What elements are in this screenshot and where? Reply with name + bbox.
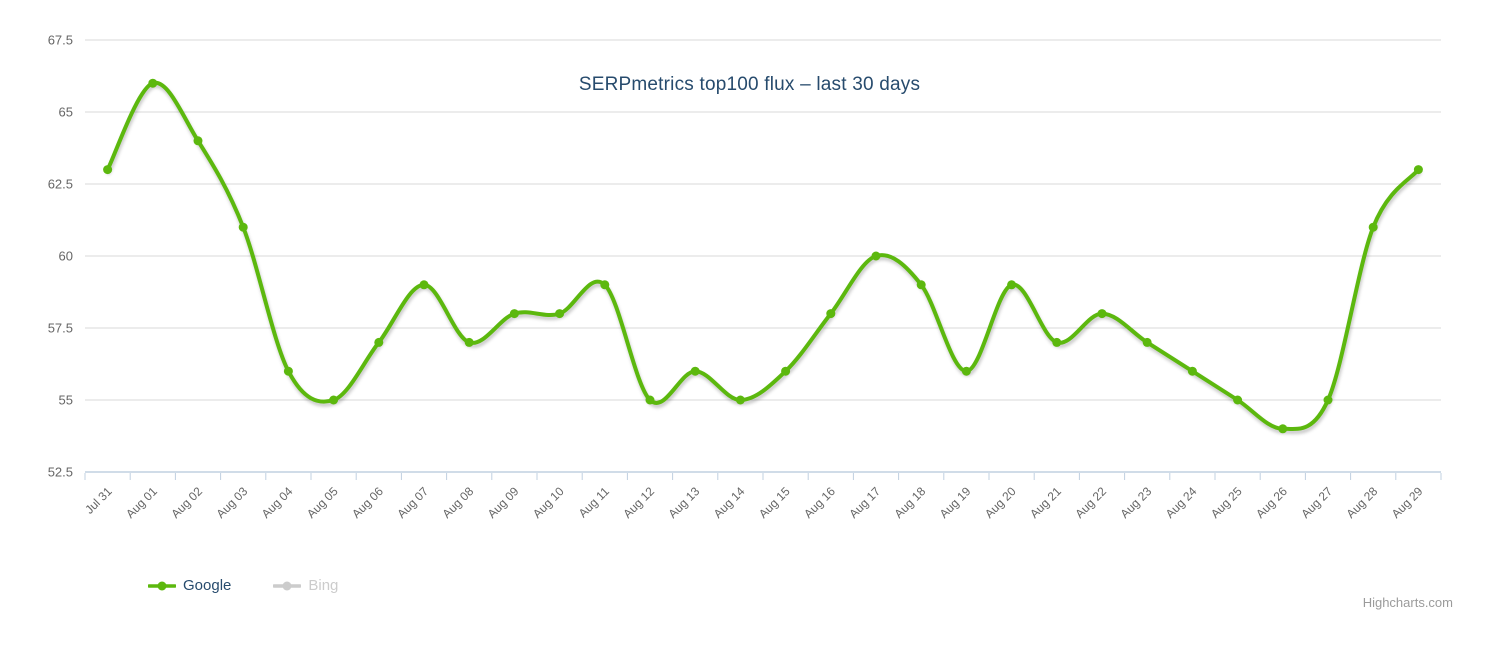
x-axis-label: Aug 24 [1163, 484, 1200, 521]
x-axis-label: Aug 25 [1208, 484, 1245, 521]
data-point-marker[interactable] [1233, 395, 1243, 405]
y-axis-label: 65 [59, 105, 73, 120]
x-axis-label: Aug 20 [982, 484, 1019, 521]
data-point-marker[interactable] [464, 337, 474, 347]
legend-item-google[interactable]: Google [148, 577, 231, 594]
data-point-marker[interactable] [238, 222, 248, 232]
x-axis-label: Jul 31 [82, 484, 115, 517]
data-point-marker[interactable] [1052, 337, 1062, 347]
x-axis-label: Aug 10 [530, 484, 567, 521]
data-point-marker[interactable] [148, 78, 158, 88]
data-point-marker[interactable] [419, 280, 429, 290]
data-point-marker[interactable] [329, 395, 339, 405]
x-axis-label: Aug 09 [485, 484, 522, 521]
x-axis-label: Aug 03 [214, 484, 251, 521]
legend-item-bing[interactable]: Bing [273, 577, 338, 594]
y-axis-label: 57.5 [48, 321, 73, 336]
data-point-marker[interactable] [645, 395, 655, 405]
y-axis-label: 62.5 [48, 177, 73, 192]
x-axis-label: Aug 02 [168, 484, 205, 521]
data-point-marker[interactable] [1187, 366, 1197, 376]
data-point-marker[interactable] [374, 337, 384, 347]
x-axis-label: Aug 28 [1344, 484, 1381, 521]
data-point-marker[interactable] [871, 251, 881, 261]
data-point-marker[interactable] [1323, 395, 1333, 405]
x-axis-label: Aug 01 [123, 484, 160, 521]
data-point-marker[interactable] [1007, 280, 1017, 290]
legend: Google Bing [148, 577, 380, 594]
x-axis-label: Aug 06 [349, 484, 386, 521]
x-axis-label: Aug 07 [394, 484, 431, 521]
x-axis-label: Aug 29 [1389, 484, 1426, 521]
x-axis-label: Aug 13 [666, 484, 703, 521]
x-axis-label: Aug 14 [711, 484, 748, 521]
legend-marker-icon [148, 581, 176, 590]
x-axis-label: Aug 26 [1253, 484, 1290, 521]
data-point-marker[interactable] [1142, 337, 1152, 347]
data-point-marker[interactable] [961, 366, 971, 376]
data-point-marker[interactable] [1278, 424, 1288, 434]
data-point-marker[interactable] [1097, 309, 1107, 319]
data-point-marker[interactable] [735, 395, 745, 405]
data-point-marker[interactable] [103, 165, 113, 175]
x-axis-label: Aug 12 [620, 484, 657, 521]
data-point-marker[interactable] [1368, 222, 1378, 232]
x-axis-label: Aug 19 [937, 484, 974, 521]
x-axis-label: Aug 18 [892, 484, 929, 521]
x-axis-label: Aug 23 [1118, 484, 1155, 521]
x-axis-label: Aug 08 [440, 484, 477, 521]
data-point-marker[interactable] [600, 280, 610, 290]
y-axis-label: 67.5 [48, 33, 73, 48]
y-axis-label: 55 [59, 393, 73, 408]
data-point-marker[interactable] [193, 136, 203, 146]
y-axis-label: 52.5 [48, 465, 73, 480]
data-point-marker[interactable] [509, 309, 519, 319]
x-axis-label: Aug 11 [576, 484, 612, 520]
data-point-marker[interactable] [781, 366, 791, 376]
legend-item-label: Bing [308, 577, 339, 594]
x-axis-label: Aug 05 [304, 484, 341, 521]
x-axis-label: Aug 22 [1072, 484, 1109, 521]
data-point-marker[interactable] [916, 280, 926, 290]
x-axis-label: Aug 21 [1027, 484, 1064, 521]
x-axis-label: Aug 27 [1298, 484, 1335, 521]
data-point-marker[interactable] [690, 366, 700, 376]
data-point-marker[interactable] [826, 309, 836, 319]
data-point-marker[interactable] [555, 309, 565, 319]
y-axis-label: 60 [59, 249, 73, 264]
credits-link[interactable]: Highcharts.com [1362, 595, 1453, 610]
x-axis-label: Aug 04 [259, 484, 296, 521]
x-axis-label: Aug 17 [846, 484, 883, 521]
legend-marker-icon [273, 581, 302, 590]
data-point-marker[interactable] [1413, 165, 1423, 175]
chart-title: SERPmetrics top100 flux – last 30 days [578, 74, 921, 95]
data-point-marker[interactable] [283, 366, 293, 376]
series-line-google [105, 81, 1421, 432]
legend-item-label: Google [183, 577, 232, 594]
x-axis-label: Aug 15 [756, 484, 793, 521]
x-axis-label: Aug 16 [801, 484, 838, 521]
